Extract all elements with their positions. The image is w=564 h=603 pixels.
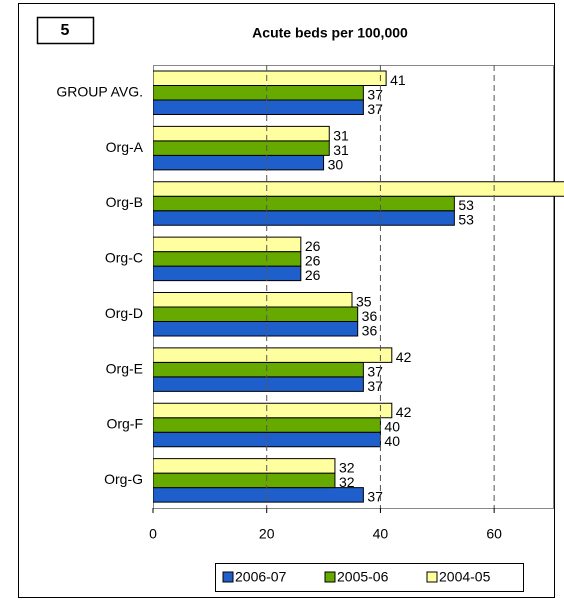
- data-label: 41: [390, 72, 406, 88]
- data-label: 37: [367, 363, 383, 379]
- bar: [153, 140, 330, 156]
- data-label: 42: [396, 349, 412, 365]
- bar: [153, 458, 336, 474]
- y-tick-label: Org-F: [106, 416, 143, 432]
- y-tick-label: Org-C: [105, 250, 143, 266]
- data-label: 37: [367, 101, 383, 117]
- x-tick-label: 40: [373, 526, 389, 542]
- data-label: 36: [362, 308, 378, 324]
- panel-box: [36, 16, 95, 45]
- data-label: 31: [333, 127, 349, 143]
- bar: [153, 347, 393, 363]
- chart-title: Acute beds per 100,000: [252, 25, 408, 41]
- bar: [153, 236, 302, 253]
- bar: [153, 181, 564, 197]
- data-label: 26: [305, 267, 321, 283]
- bar: [153, 402, 393, 419]
- data-label: 31: [333, 142, 349, 158]
- data-label: 35: [356, 293, 372, 309]
- y-tick-label: Org-D: [105, 305, 143, 321]
- data-label: 26: [305, 253, 321, 269]
- y-tick-label: Org-A: [106, 139, 144, 155]
- y-tick-label: Org-G: [104, 471, 143, 487]
- legend-swatch: [324, 571, 336, 583]
- bar: [153, 487, 364, 503]
- legend-swatch: [426, 571, 438, 583]
- data-label: 53: [458, 212, 474, 228]
- legend-box: [215, 563, 524, 592]
- y-tick-label: Org-B: [106, 194, 143, 210]
- bar: [153, 85, 364, 101]
- bar: [153, 99, 364, 115]
- legend-label: 2005-06: [337, 569, 389, 585]
- x-tick-label: 60: [486, 526, 502, 542]
- y-tick-label: Org-E: [106, 360, 143, 376]
- plot-clip: 3737413031315353792626263636353737424040…: [153, 70, 564, 505]
- x-tick-label: 20: [259, 526, 275, 542]
- legend-label: 2006-07: [235, 569, 287, 585]
- bar: [153, 125, 330, 142]
- data-label: 53: [458, 197, 474, 213]
- data-label: 40: [384, 433, 400, 449]
- bar: [153, 70, 387, 86]
- bar: [153, 210, 455, 226]
- data-label: 36: [362, 322, 378, 338]
- bar: [153, 265, 302, 282]
- y-tick-label: GROUP AVG.: [56, 83, 143, 99]
- data-label: 42: [396, 404, 412, 420]
- data-label: 32: [339, 474, 355, 490]
- bar: [153, 154, 325, 171]
- data-label: 37: [367, 86, 383, 102]
- panel-label: 5: [61, 22, 70, 39]
- data-label: 37: [367, 378, 383, 394]
- data-label: 40: [384, 419, 400, 435]
- data-label: 26: [305, 238, 321, 254]
- legend-swatch: [222, 571, 234, 583]
- x-tick-label: 0: [149, 526, 157, 542]
- bar: [153, 472, 336, 489]
- bar: [153, 321, 359, 337]
- data-label: 30: [328, 156, 344, 172]
- bar: [153, 361, 364, 378]
- bar: [153, 306, 359, 322]
- data-label: 37: [367, 489, 383, 505]
- data-label: 32: [339, 460, 355, 476]
- bar: [153, 251, 302, 267]
- legend-label: 2004-05: [439, 569, 491, 585]
- bar: [153, 376, 364, 392]
- bar: [153, 292, 353, 308]
- bar: [153, 195, 455, 212]
